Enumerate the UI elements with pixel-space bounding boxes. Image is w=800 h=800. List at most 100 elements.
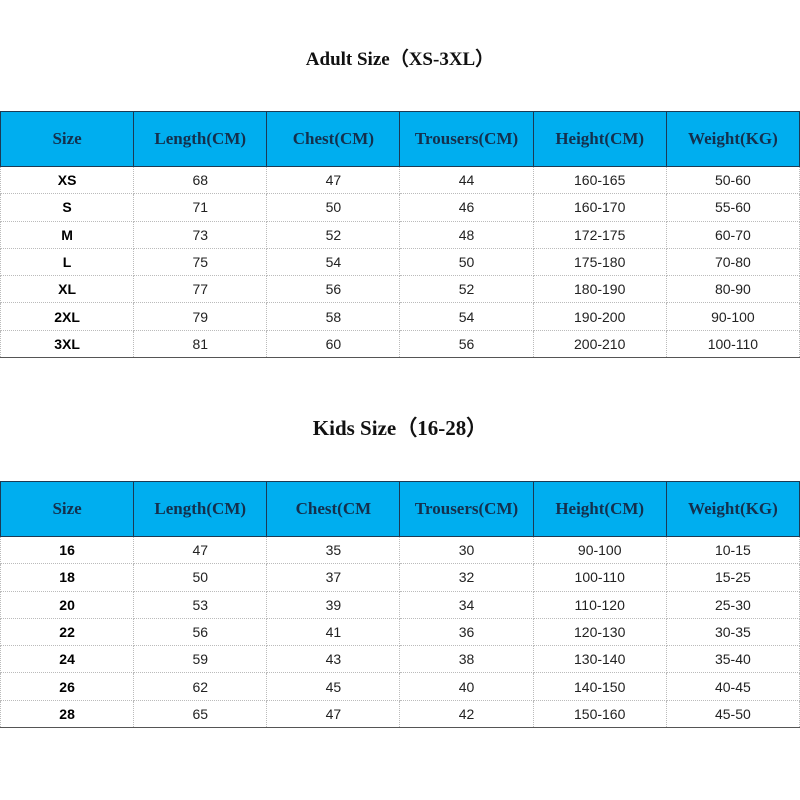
table-cell: 100-110 (665, 329, 800, 359)
table-row: S 71 50 46 160-170 55-60 (0, 193, 800, 222)
table-cell: 46 (399, 193, 534, 222)
table-cell: 172-175 (532, 220, 667, 249)
size-cell: 24 (0, 645, 135, 674)
column-header: Trousers(CM) (399, 481, 534, 537)
table-cell: 60-70 (665, 220, 800, 249)
size-cell: 3XL (0, 329, 135, 359)
column-header: Size (0, 481, 135, 537)
table-cell: 15-25 (665, 563, 800, 592)
table-cell: 71 (133, 193, 268, 222)
table-cell: 39 (266, 590, 401, 619)
table-cell: 90-100 (532, 535, 667, 565)
table-row: 28 65 47 42 150-160 45-50 (0, 699, 800, 729)
table-cell: 30 (399, 535, 534, 565)
table-row: XL 77 56 52 180-190 80-90 (0, 275, 800, 304)
table-cell: 32 (399, 563, 534, 592)
table-cell: 90-100 (665, 302, 800, 331)
table-cell: 35 (266, 535, 401, 565)
table-cell: 45-50 (665, 699, 800, 729)
column-header: Chest(CM (266, 481, 401, 537)
table-cell: 75 (133, 247, 268, 277)
table-cell: 36 (399, 617, 534, 647)
table-cell: 56 (133, 617, 268, 647)
size-cell: 26 (0, 672, 135, 701)
table-cell: 47 (133, 535, 268, 565)
table-cell: 47 (266, 165, 401, 195)
table-cell: 50 (133, 563, 268, 592)
table-cell: 43 (266, 645, 401, 674)
table-cell: 77 (133, 275, 268, 304)
table-cell: 81 (133, 329, 268, 359)
table-row: L 75 54 50 175-180 70-80 (0, 247, 800, 277)
column-header: Weight(KG) (665, 111, 800, 167)
table-cell: 73 (133, 220, 268, 249)
table-cell: 160-165 (532, 165, 667, 195)
table-cell: 150-160 (532, 699, 667, 729)
table-cell: 42 (399, 699, 534, 729)
header-row: Size Length(CM) Chest(CM) Trousers(CM) Heigh… (0, 111, 800, 167)
column-header: Weight(KG) (665, 481, 800, 537)
adult-size-title: Adult Size（XS-3XL） (305, 49, 495, 70)
table-cell: 175-180 (532, 247, 667, 277)
table-cell: 35-40 (665, 645, 800, 674)
table-cell: 50-60 (665, 165, 800, 195)
table-cell: 110-120 (532, 590, 667, 619)
table-cell: 47 (266, 699, 401, 729)
table-cell: 62 (133, 672, 268, 701)
table-cell: 60 (266, 329, 401, 359)
table-cell: 180-190 (532, 275, 667, 304)
table-cell: 55-60 (665, 193, 800, 222)
table-row: XS 68 47 44 160-165 50-60 (0, 165, 800, 195)
table-cell: 25-30 (665, 590, 800, 619)
table-cell: 200-210 (532, 329, 667, 359)
table-cell: 52 (266, 220, 401, 249)
table-cell: 59 (133, 645, 268, 674)
table-cell: 40-45 (665, 672, 800, 701)
size-cell: M (0, 220, 135, 249)
size-cell: XL (0, 275, 135, 304)
table-row: 3XL 81 60 56 200-210 100-110 (0, 329, 800, 359)
column-header: Size (0, 111, 135, 167)
table-row: 18 50 37 32 100-110 15-25 (0, 563, 800, 592)
table-cell: 190-200 (532, 302, 667, 331)
table-cell: 120-130 (532, 617, 667, 647)
size-cell: S (0, 193, 135, 222)
size-cell: L (0, 247, 135, 277)
table-cell: 37 (266, 563, 401, 592)
table-cell: 50 (399, 247, 534, 277)
size-cell: 22 (0, 617, 135, 647)
table-cell: 140-150 (532, 672, 667, 701)
column-header: Chest(CM) (266, 111, 401, 167)
size-cell: 16 (0, 535, 135, 565)
table-row: 16 47 35 30 90-100 10-15 (0, 535, 800, 565)
column-header: Length(CM) (133, 111, 268, 167)
table-cell: 79 (133, 302, 268, 331)
table-cell: 68 (133, 165, 268, 195)
table-cell: 48 (399, 220, 534, 249)
table-cell: 52 (399, 275, 534, 304)
table-cell: 30-35 (665, 617, 800, 647)
table-row: 22 56 41 36 120-130 30-35 (0, 617, 800, 647)
table-cell: 56 (399, 329, 534, 359)
kids-size-title: Kids Size（16-28） (312, 416, 488, 440)
table-cell: 10-15 (665, 535, 800, 565)
size-cell: 28 (0, 699, 135, 729)
table-row: 2XL 79 58 54 190-200 90-100 (0, 302, 800, 331)
table-cell: 130-140 (532, 645, 667, 674)
table-cell: 58 (266, 302, 401, 331)
table-cell: 70-80 (665, 247, 800, 277)
column-header: Height(CM) (532, 481, 667, 537)
table-cell: 41 (266, 617, 401, 647)
table-cell: 38 (399, 645, 534, 674)
table-cell: 54 (266, 247, 401, 277)
column-header: Trousers(CM) (399, 111, 534, 167)
table-cell: 80-90 (665, 275, 800, 304)
table-cell: 160-170 (532, 193, 667, 222)
table-cell: 54 (399, 302, 534, 331)
table-cell: 40 (399, 672, 534, 701)
size-cell: 2XL (0, 302, 135, 331)
table-row: 26 62 45 40 140-150 40-45 (0, 672, 800, 701)
table-cell: 34 (399, 590, 534, 619)
table-row: 24 59 43 38 130-140 35-40 (0, 645, 800, 674)
table-cell: 65 (133, 699, 268, 729)
